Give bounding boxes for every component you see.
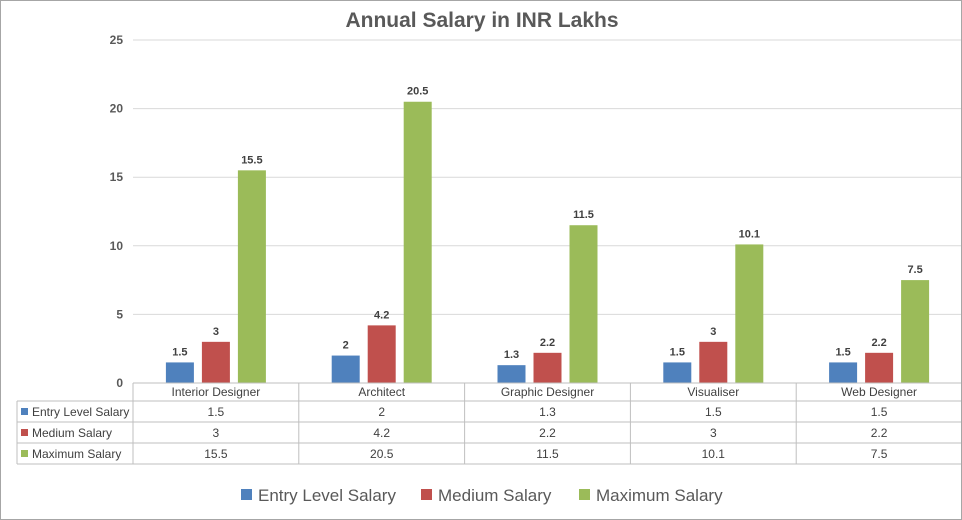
category-label: Architect bbox=[358, 385, 405, 399]
legend-swatch bbox=[579, 489, 590, 500]
bar-2 bbox=[569, 225, 598, 383]
data-label: 2.2 bbox=[540, 337, 555, 349]
series-name: Entry Level Salary bbox=[32, 405, 129, 419]
bar-2 bbox=[735, 244, 764, 383]
y-tick-label: 10 bbox=[110, 239, 124, 253]
data-label: 7.5 bbox=[907, 264, 922, 276]
data-label: 10.1 bbox=[739, 228, 760, 240]
data-label: 1.3 bbox=[504, 349, 519, 361]
bar-0 bbox=[829, 362, 858, 383]
legend-label: Entry Level Salary bbox=[258, 486, 396, 505]
series-name: Maximum Salary bbox=[32, 447, 121, 461]
table-cell: 2.2 bbox=[539, 426, 556, 440]
table-cell: 15.5 bbox=[204, 447, 228, 461]
table-cell: 4.2 bbox=[373, 426, 390, 440]
bar-2 bbox=[403, 101, 432, 384]
table-cell: 10.1 bbox=[702, 447, 726, 461]
table-cell: 20.5 bbox=[370, 447, 394, 461]
bar-1 bbox=[865, 352, 894, 383]
data-label: 20.5 bbox=[407, 86, 428, 98]
category-label: Visualiser bbox=[687, 385, 739, 399]
data-label: 2 bbox=[343, 340, 349, 352]
bar-1 bbox=[201, 341, 230, 383]
table-cell: 11.5 bbox=[536, 447, 559, 461]
bar-0 bbox=[165, 362, 194, 383]
data-label: 15.5 bbox=[241, 154, 262, 166]
data-label: 1.5 bbox=[835, 346, 850, 358]
bar-2 bbox=[901, 280, 930, 383]
table-cell: 1.5 bbox=[871, 405, 888, 419]
y-tick-label: 25 bbox=[110, 33, 124, 47]
table-cell: 3 bbox=[213, 426, 220, 440]
table-cell: 7.5 bbox=[871, 447, 888, 461]
legend-swatch bbox=[421, 489, 432, 500]
bar-1 bbox=[699, 341, 728, 383]
chart-title: Annual Salary in INR Lakhs bbox=[345, 9, 618, 32]
data-label: 3 bbox=[213, 326, 219, 338]
bar-0 bbox=[331, 355, 360, 383]
data-label: 1.5 bbox=[670, 346, 685, 358]
y-tick-label: 20 bbox=[110, 102, 124, 116]
bar-0 bbox=[663, 362, 692, 383]
bar-0 bbox=[497, 365, 526, 383]
data-label: 1.5 bbox=[172, 346, 187, 358]
table-cell: 1.5 bbox=[208, 405, 225, 419]
y-tick-label: 5 bbox=[116, 307, 123, 321]
category-label: Interior Designer bbox=[172, 385, 261, 399]
bar-1 bbox=[367, 325, 396, 383]
bar-2 bbox=[237, 170, 266, 383]
category-label: Web Designer bbox=[841, 385, 917, 399]
data-label: 2.2 bbox=[871, 337, 886, 349]
data-label: 3 bbox=[710, 326, 716, 338]
series-name: Medium Salary bbox=[32, 426, 112, 440]
y-tick-label: 0 bbox=[116, 376, 123, 390]
legend-label: Medium Salary bbox=[438, 486, 552, 505]
table-cell: 2.2 bbox=[871, 426, 888, 440]
table-cell: 3 bbox=[710, 426, 717, 440]
category-label: Graphic Designer bbox=[501, 385, 594, 399]
legend-key bbox=[21, 450, 28, 457]
legend-swatch bbox=[241, 489, 252, 500]
y-tick-label: 15 bbox=[110, 170, 124, 184]
data-label: 4.2 bbox=[374, 309, 389, 321]
data-label: 11.5 bbox=[573, 209, 594, 221]
table-cell: 1.5 bbox=[705, 405, 722, 419]
table-cell: 1.3 bbox=[539, 405, 556, 419]
legend-key bbox=[21, 408, 28, 415]
bar-1 bbox=[533, 352, 562, 383]
legend-key bbox=[21, 429, 28, 436]
table-cell: 2 bbox=[378, 405, 385, 419]
legend-label: Maximum Salary bbox=[596, 486, 723, 505]
